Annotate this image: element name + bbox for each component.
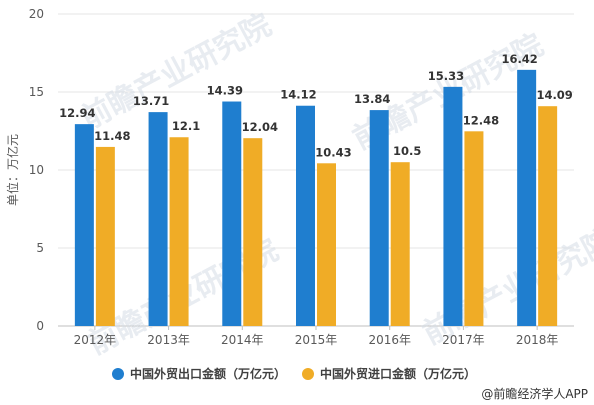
x-tick-label: 2012年 <box>74 333 117 347</box>
y-axis-ticks: 0 5 10 15 20 <box>29 7 44 333</box>
bar-import-3 <box>317 163 336 326</box>
bar-import-0 <box>95 146 115 326</box>
bar-export-4 <box>369 110 389 326</box>
data-label: 12.04 <box>242 120 278 134</box>
x-tick-label: 2017年 <box>442 333 485 347</box>
x-tick-label: 2014年 <box>221 333 264 347</box>
bar-import-1 <box>169 137 189 326</box>
data-label: 13.71 <box>133 94 169 108</box>
bar-export-2 <box>222 101 242 327</box>
data-label: 10.43 <box>315 145 351 159</box>
bar-export-5 <box>443 86 463 327</box>
bar-export-0 <box>74 124 94 326</box>
bar-export-3 <box>296 105 315 326</box>
data-label: 14.39 <box>207 84 243 98</box>
legend-marker-export <box>112 368 124 380</box>
bar-import-6 <box>538 106 558 326</box>
credit-text: @前瞻经济学人APP <box>481 386 588 401</box>
data-label: 15.33 <box>428 69 464 83</box>
y-axis-label: 单位：万亿元 <box>5 134 20 206</box>
bar-import-5 <box>464 131 484 326</box>
watermark-top: 前瞻产业研究院 <box>75 8 277 137</box>
data-label: 12.94 <box>59 106 95 120</box>
data-label: 14.09 <box>536 88 572 102</box>
data-label: 13.84 <box>354 92 390 106</box>
y-tick-label: 20 <box>29 7 44 21</box>
data-label: 14.12 <box>280 88 316 102</box>
x-axis-ticks: 2012年 2013年 2014年 2015年 2016年 2017年 2018年 <box>74 326 559 347</box>
bar-import-2 <box>243 138 263 326</box>
legend: 中国外贸出口金额（万亿元） 中国外贸进口金额（万亿元） <box>112 366 476 381</box>
y-tick-label: 5 <box>36 241 44 255</box>
x-tick-label: 2018年 <box>516 333 559 347</box>
x-tick-label: 2015年 <box>295 333 338 347</box>
bar-export-6 <box>517 69 537 327</box>
y-tick-label: 10 <box>29 163 44 177</box>
legend-label-import: 中国外贸进口金额（万亿元） <box>320 366 476 381</box>
x-tick-label: 2013年 <box>147 333 190 347</box>
legend-label-export: 中国外贸出口金额（万亿元） <box>130 366 286 381</box>
x-tick-label: 2016年 <box>368 333 411 347</box>
data-label: 12.48 <box>463 113 499 127</box>
legend-marker-import <box>302 368 314 380</box>
data-label: 12.1 <box>172 119 200 133</box>
bar-import-4 <box>390 162 410 326</box>
y-tick-label: 0 <box>36 319 44 333</box>
data-label: 11.48 <box>94 129 130 143</box>
data-label: 16.42 <box>501 52 537 66</box>
gridlines <box>58 13 574 327</box>
y-tick-label: 15 <box>29 85 44 99</box>
bar-export-1 <box>148 112 168 327</box>
data-label: 10.5 <box>393 144 421 158</box>
